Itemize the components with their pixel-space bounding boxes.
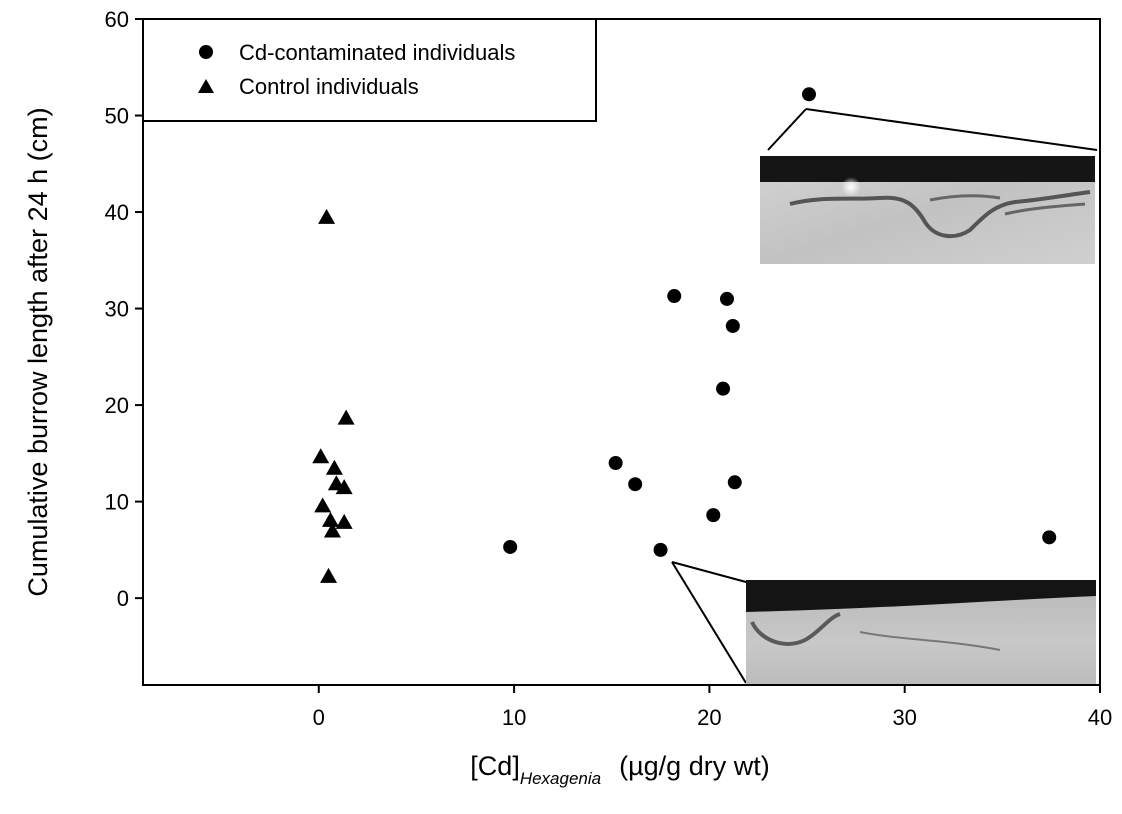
- y-axis: 0 10 20 30 40 50 60: [105, 7, 143, 611]
- plot-area: [142, 18, 1101, 686]
- data-point-cd: [706, 508, 721, 523]
- data-point-cd: [653, 542, 668, 557]
- inset-photo-bottom: [671, 561, 1096, 684]
- data-points: [312, 87, 1057, 583]
- burrow-trace: [789, 190, 1091, 239]
- y-tick-label: 20: [105, 393, 129, 418]
- data-point-control: [312, 448, 330, 464]
- data-point-control: [321, 511, 339, 527]
- x-tick-label: 0: [313, 705, 325, 730]
- data-point-cd: [667, 289, 682, 304]
- data-point-cd: [1042, 530, 1057, 545]
- data-point-control: [318, 208, 336, 224]
- inset-connector-line: [671, 561, 747, 684]
- inset-photo-glare: [841, 177, 861, 197]
- data-point-control: [335, 479, 353, 495]
- data-point-cd: [719, 291, 734, 306]
- data-point-cd: [608, 456, 623, 470]
- y-tick-label: 60: [105, 7, 129, 32]
- data-point-control: [325, 459, 343, 475]
- y-tick-label: 50: [105, 104, 129, 129]
- data-point-control: [335, 513, 353, 529]
- inset-photo-sky: [760, 156, 1095, 182]
- burrow-trace: [750, 612, 841, 646]
- x-tick-label: 40: [1088, 705, 1112, 730]
- legend-label-control: Control individuals: [239, 74, 419, 99]
- inset-connector-line: [767, 108, 807, 151]
- data-point-control: [337, 409, 355, 425]
- y-tick-label: 10: [105, 490, 129, 515]
- y-tick-label: 30: [105, 297, 129, 322]
- burrow-trace: [859, 631, 1001, 651]
- legend-box: [142, 18, 597, 122]
- data-point-cd: [725, 318, 740, 333]
- inset-connector-line: [805, 108, 1098, 151]
- y-axis-title: Cumulative burrow length after 24 h (cm): [23, 107, 53, 596]
- burrow-trace: [929, 194, 1001, 202]
- inset-photo-sky: [746, 580, 1096, 612]
- data-point-cd: [628, 477, 643, 492]
- x-tick-label: 20: [697, 705, 721, 730]
- burrow-trace: [1004, 202, 1086, 216]
- inset-connector-line: [671, 561, 747, 583]
- data-point-cd: [716, 381, 731, 396]
- data-point-control: [314, 497, 332, 513]
- legend-label-cd: Cd-contaminated individuals: [239, 40, 515, 65]
- data-point-cd: [503, 539, 518, 554]
- x-axis: 0 10 20 30 40: [313, 685, 1112, 730]
- data-point-control: [323, 522, 341, 538]
- x-axis-title: [Cd]Hexagenia (µg/g dry wt): [470, 751, 769, 788]
- legend-triangle-marker: [198, 79, 214, 93]
- x-tick-label: 30: [892, 705, 916, 730]
- y-tick-label: 0: [117, 586, 129, 611]
- data-point-cd: [801, 87, 816, 102]
- y-tick-label: 40: [105, 200, 129, 225]
- data-point-control: [320, 567, 338, 583]
- data-point-cd: [727, 475, 742, 490]
- x-tick-label: 10: [502, 705, 526, 730]
- legend: Cd-contaminated individuals Control indi…: [142, 18, 597, 122]
- x-axis-title-main: [Cd]: [470, 751, 520, 781]
- x-axis-title-subscript: Hexagenia: [520, 769, 601, 788]
- x-axis-title-units: (µg/g dry wt): [619, 751, 770, 781]
- legend-circle-marker: [199, 45, 213, 59]
- inset-photo-top: [760, 108, 1098, 264]
